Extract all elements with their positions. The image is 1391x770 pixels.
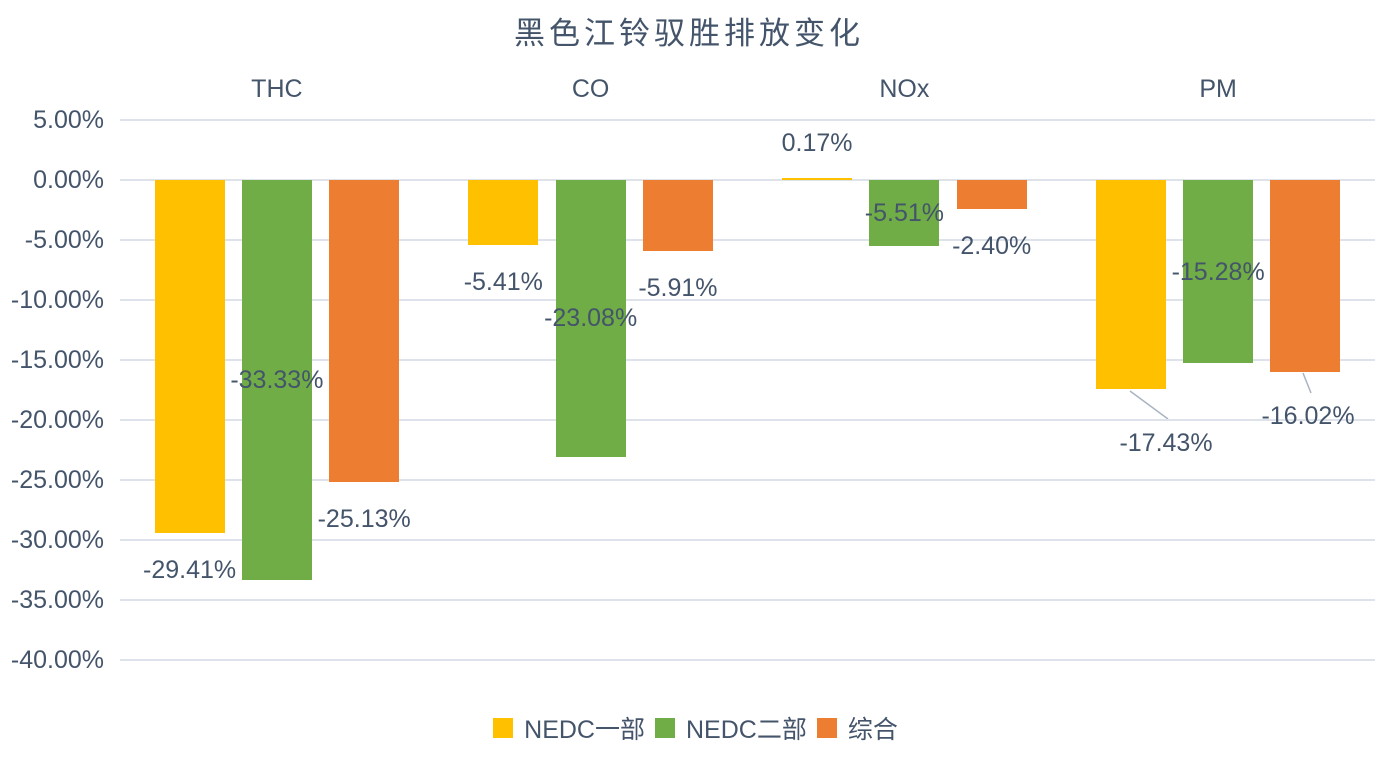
y-axis-tick-label: -30.00% [10, 526, 104, 554]
data-label-nedc-part-1-nox: 0.17% [781, 128, 853, 157]
legend-item-nedc-part-2: NEDC二部 [654, 710, 807, 746]
category-label-thc: THC [251, 75, 303, 103]
y-axis-tick-label: -15.00% [10, 346, 104, 374]
data-label-nedc-part-2-pm: -15.28% [1171, 257, 1265, 286]
gridline [120, 299, 1375, 301]
bar-nedc-part-1-nox [782, 177, 853, 180]
gridline [120, 419, 1375, 421]
legend-swatch-combined [816, 718, 837, 738]
y-axis-tick-label: 0.00% [33, 166, 104, 194]
gridline [120, 239, 1375, 241]
gridline [120, 479, 1375, 481]
legend-item-nedc-part-1: NEDC一部 [493, 710, 645, 746]
bar-combined-nox [956, 180, 1027, 209]
gridline [120, 179, 1375, 181]
y-axis-tick-label: -20.00% [10, 406, 104, 434]
bar-nedc-part-2-thc [241, 180, 312, 580]
y-axis-tick-label: -5.00% [24, 226, 104, 254]
data-label-combined-pm: -16.02% [1261, 402, 1355, 430]
y-axis-tick-label: 5.00% [33, 106, 104, 134]
y-axis-tick-label: -35.00% [10, 586, 104, 614]
data-label-nedc-part-2-nox: -5.51% [864, 199, 944, 228]
leader-line [1129, 390, 1169, 420]
chart-title: 黑色江铃驭胜排放变化 [514, 16, 864, 51]
gridline [120, 359, 1375, 361]
category-label-co: CO [571, 75, 610, 103]
data-label-combined-nox: -2.40% [952, 231, 1032, 260]
bar-nedc-part-1-thc [154, 180, 225, 533]
data-label-combined-thc: -25.13% [317, 504, 411, 533]
bar-combined-thc [329, 180, 400, 482]
legend-label-nedc-part-2: NEDC二部 [685, 716, 807, 744]
bar-combined-pm [1270, 180, 1341, 373]
bar-nedc-part-1-co [468, 180, 539, 245]
y-axis-tick-label: -25.00% [10, 466, 104, 494]
data-label-nedc-part-2-thc: -33.33% [230, 365, 324, 394]
gridline [120, 119, 1375, 121]
bar-nedc-part-1-pm [1095, 180, 1166, 390]
data-label-nedc-part-2-co: -23.08% [544, 304, 638, 333]
data-label-nedc-part-1-pm: -17.43% [1119, 429, 1213, 457]
legend-item-combined: 综合 [816, 710, 898, 746]
y-axis-tick-label: -40.00% [10, 646, 104, 674]
bar-nedc-part-2-nox [869, 180, 940, 247]
legend-swatch-nedc-part-2 [654, 718, 675, 738]
gridline [120, 539, 1375, 541]
bar-nedc-part-2-co [555, 180, 626, 457]
legend-label-combined: 综合 [847, 716, 898, 744]
legend-label-nedc-part-1: NEDC一部 [524, 716, 645, 744]
category-label-nox: NOx [879, 75, 930, 103]
data-label-nedc-part-1-co: -5.41% [463, 267, 543, 296]
legend: NEDC一部 NEDC二部 综合 [0, 711, 1391, 745]
bar-nedc-part-2-pm [1183, 180, 1254, 364]
category-label-pm: PM [1199, 75, 1237, 103]
data-label-combined-co: -5.91% [638, 273, 718, 302]
data-label-nedc-part-1-thc: -29.41% [143, 555, 237, 584]
gridline [120, 659, 1375, 661]
gridline [120, 599, 1375, 601]
bar-combined-co [642, 180, 713, 251]
legend-swatch-nedc-part-1 [493, 718, 514, 738]
y-axis-tick-label: -10.00% [10, 286, 104, 314]
leader-line [1302, 372, 1312, 394]
